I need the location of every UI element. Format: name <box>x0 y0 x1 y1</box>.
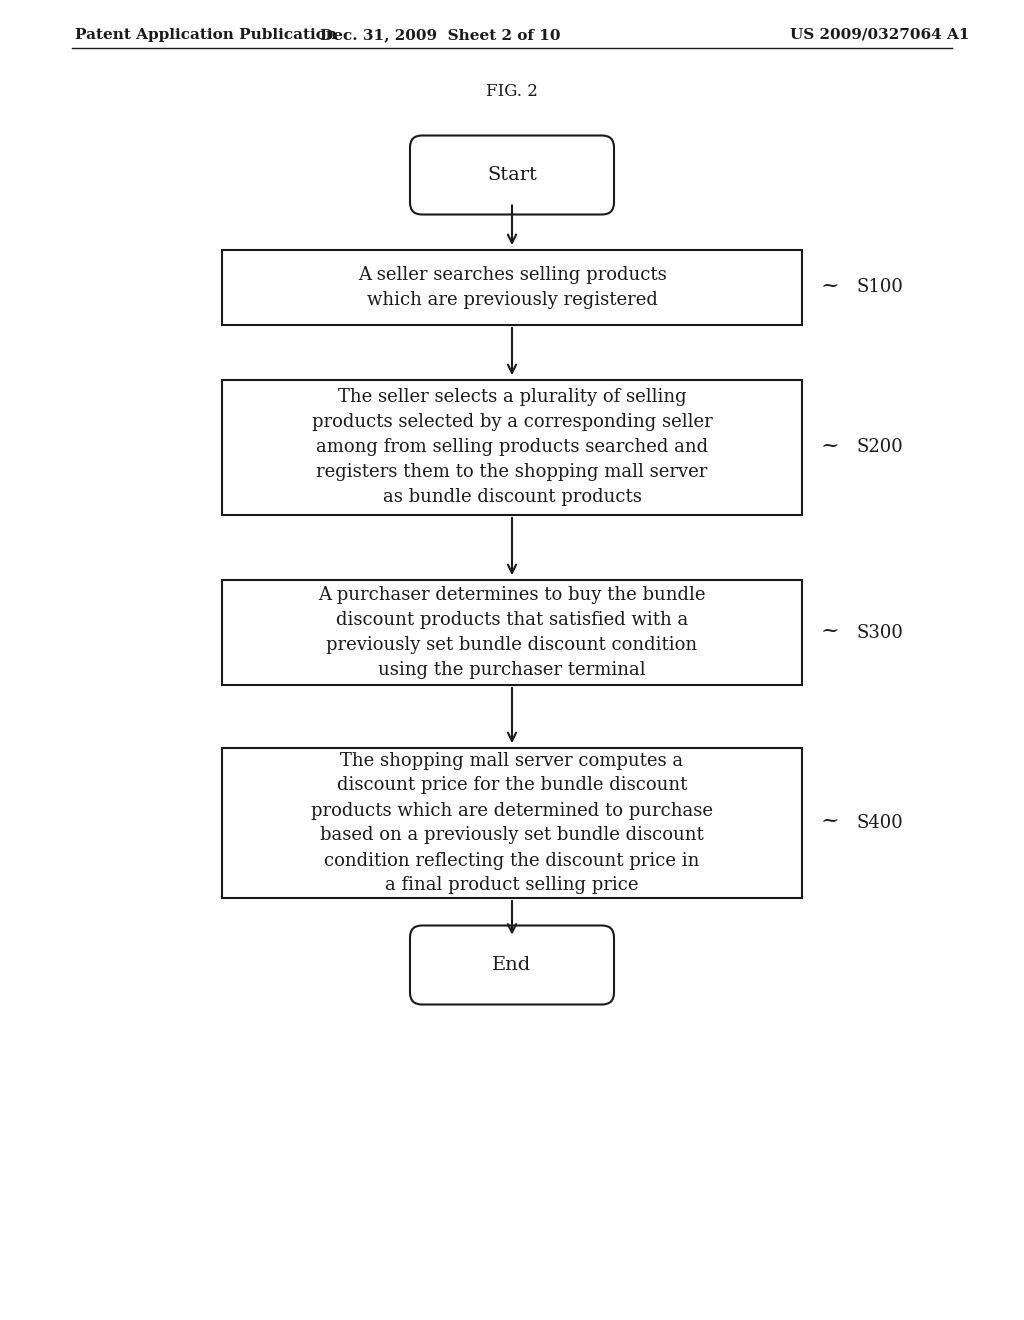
Text: S100: S100 <box>857 279 904 297</box>
Text: End: End <box>493 956 531 974</box>
Text: FIG. 2: FIG. 2 <box>486 83 538 100</box>
Text: ~: ~ <box>820 275 840 297</box>
Text: ~: ~ <box>820 434 840 457</box>
Text: S300: S300 <box>857 623 904 642</box>
Text: Dec. 31, 2009  Sheet 2 of 10: Dec. 31, 2009 Sheet 2 of 10 <box>319 28 560 42</box>
Text: A seller searches selling products
which are previously registered: A seller searches selling products which… <box>357 267 667 309</box>
Text: A purchaser determines to buy the bundle
discount products that satisfied with a: A purchaser determines to buy the bundle… <box>318 586 706 678</box>
Text: Patent Application Publication: Patent Application Publication <box>75 28 337 42</box>
Text: The seller selects a plurality of selling
products selected by a corresponding s: The seller selects a plurality of sellin… <box>311 388 713 507</box>
FancyBboxPatch shape <box>222 579 802 685</box>
FancyBboxPatch shape <box>222 249 802 325</box>
FancyBboxPatch shape <box>222 380 802 515</box>
Text: ~: ~ <box>820 810 840 832</box>
FancyBboxPatch shape <box>410 136 614 214</box>
Text: ~: ~ <box>820 619 840 642</box>
Text: The shopping mall server computes a
discount price for the bundle discount
produ: The shopping mall server computes a disc… <box>311 751 713 895</box>
Text: Start: Start <box>487 166 537 183</box>
FancyBboxPatch shape <box>410 925 614 1005</box>
Text: S400: S400 <box>857 814 904 832</box>
Text: US 2009/0327064 A1: US 2009/0327064 A1 <box>791 28 970 42</box>
FancyBboxPatch shape <box>222 748 802 898</box>
Text: S200: S200 <box>857 438 904 457</box>
